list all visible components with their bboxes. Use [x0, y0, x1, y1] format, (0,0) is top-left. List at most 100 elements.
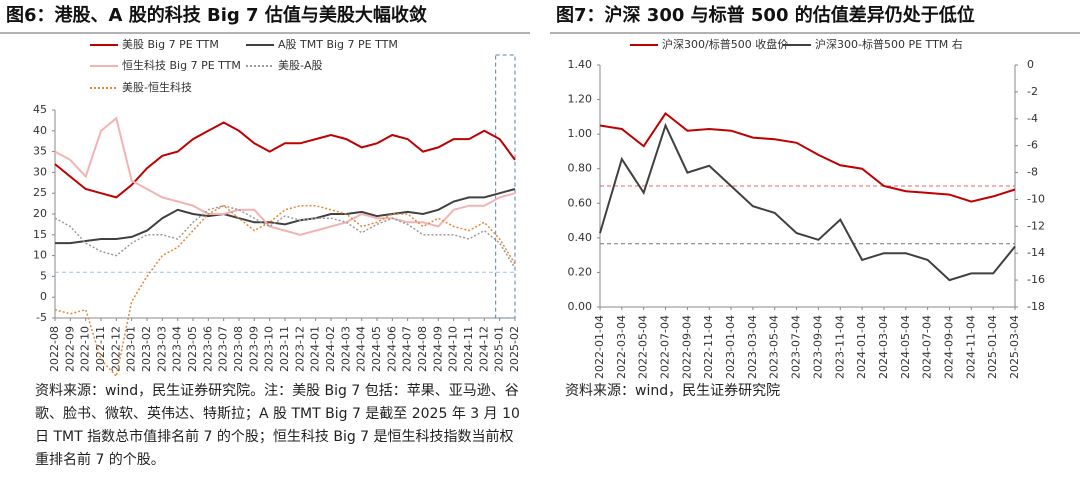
x-tick-label: 2023-07	[217, 326, 230, 372]
y-tick-label: 20	[33, 207, 47, 220]
x-tick-label: 2024-04	[355, 326, 368, 372]
x-tick-label: 2024-09-04	[942, 315, 955, 379]
x-tick-label: 2023-03-04	[746, 315, 759, 379]
series-line	[54, 116, 516, 236]
y2-tick-label: -6	[1027, 139, 1038, 152]
legend-label: 美股 Big 7 PE TTM	[122, 38, 219, 51]
x-tick-label: 2023-11	[278, 326, 291, 372]
x-tick-label: 2022-05-04	[637, 315, 650, 379]
x-tick-label: 2025-02	[508, 326, 521, 372]
x-tick-label: 2024-05	[370, 326, 383, 372]
y2-tick-label: -16	[1027, 273, 1045, 286]
legend-label: 恒生科技 Big 7 PE TTM	[122, 58, 241, 72]
x-tick-label: 2024-01-04	[855, 315, 868, 379]
legend-label: 沪深300-标普500 PE TTM 右	[815, 37, 963, 51]
x-tick-label: 2023-07-04	[790, 315, 803, 379]
y2-tick-label: -14	[1027, 246, 1045, 259]
y2-tick-label: -10	[1027, 192, 1045, 205]
y-tick-label: -5	[36, 311, 47, 324]
series-line	[54, 204, 516, 269]
y-tick-label: 0.40	[568, 231, 593, 244]
x-tick-label: 2023-11-04	[833, 315, 846, 379]
x-tick-label: 2025-03-04	[1008, 315, 1021, 379]
x-tick-label: 2024-03	[339, 326, 352, 372]
x-tick-label: 2023-01-04	[724, 315, 737, 379]
y-tick-label: 0.20	[568, 265, 593, 278]
series-line	[54, 121, 516, 199]
x-tick-label: 2024-03-04	[877, 315, 890, 379]
series-line	[599, 111, 1016, 203]
x-tick-label: 2024-11	[462, 326, 475, 372]
y-tick-label: 0.60	[568, 196, 593, 209]
x-tick-label: 2022-12	[109, 326, 122, 372]
x-tick-label: 2024-05-04	[899, 315, 912, 379]
x-tick-label: 2023-06	[201, 326, 214, 372]
x-tick-label: 2024-11-04	[964, 315, 977, 379]
y2-tick-label: 0	[1027, 58, 1034, 71]
source-note: 资料来源：wind，民生证券研究院。注：美股 Big 7 包括：苹果、亚马逊、谷…	[35, 383, 520, 468]
series-line	[55, 188, 516, 245]
y2-tick-label: -2	[1027, 85, 1038, 98]
y2-tick-label: -4	[1027, 112, 1038, 125]
x-tick-label: 2024-07-04	[921, 315, 934, 379]
legend-label: 美股-A股	[278, 59, 323, 72]
x-tick-label: 2023-09	[247, 326, 260, 372]
x-tick-label: 2023-05-04	[768, 315, 781, 379]
x-tick-label: 2025-01-04	[986, 315, 999, 379]
y-tick-label: 30	[33, 165, 47, 178]
x-tick-label: 2023-08	[232, 326, 245, 372]
x-tick-label: 2022-10	[79, 326, 92, 372]
y-tick-label: 45	[33, 103, 47, 116]
y2-tick-label: -18	[1027, 300, 1045, 313]
chart-title: 图7：沪深 300 与标普 500 的估值差异仍处于低位	[556, 4, 975, 26]
series-line	[599, 122, 1016, 282]
y-tick-label: 5	[40, 269, 47, 282]
x-tick-label: 2024-12	[477, 326, 490, 372]
y-tick-label: 40	[33, 124, 47, 137]
y-tick-label: 0.00	[568, 300, 593, 313]
x-tick-label: 2023-12	[293, 326, 306, 372]
x-tick-label: 2023-05	[186, 326, 199, 372]
x-tick-label: 2022-03-04	[615, 315, 628, 379]
y-tick-label: 15	[33, 228, 47, 241]
x-tick-label: 2025-01	[493, 326, 506, 372]
x-tick-label: 2022-09-04	[680, 315, 693, 379]
y-tick-label: 0.80	[568, 162, 593, 175]
x-tick-label: 2023-04	[171, 326, 184, 372]
x-tick-label: 2023-09-04	[811, 315, 824, 379]
x-tick-label: 2022-07-04	[659, 315, 672, 379]
y-tick-label: 10	[33, 249, 47, 262]
y-tick-label: 1.20	[568, 93, 593, 106]
x-tick-label: 2024-07	[401, 326, 414, 372]
x-tick-label: 2024-01	[309, 326, 322, 372]
x-tick-label: 2023-01	[125, 326, 138, 372]
y-tick-label: 1.40	[568, 58, 593, 71]
x-tick-label: 2024-08	[416, 326, 429, 372]
x-tick-label: 2024-09	[431, 326, 444, 372]
y-tick-label: 1.00	[568, 127, 593, 140]
legend-label: A股 TMT Big 7 PE TTM	[278, 38, 398, 51]
x-tick-label: 2024-10	[447, 326, 460, 372]
legend-label: 美股-恒生科技	[122, 80, 192, 94]
y-tick-label: 25	[33, 186, 47, 199]
highlight-box	[495, 54, 516, 319]
y-tick-label: 35	[33, 145, 47, 158]
x-tick-label: 2022-08	[48, 326, 61, 372]
chart-title: 图6：港股、A 股的科技 Big 7 估值与美股大幅收敛	[6, 4, 427, 26]
x-tick-label: 2022-09	[63, 326, 76, 372]
x-tick-label: 2022-11-04	[702, 315, 715, 379]
x-tick-label: 2023-10	[263, 326, 276, 372]
x-tick-label: 2024-06	[385, 326, 398, 372]
y-tick-label: 0	[40, 290, 47, 303]
x-tick-label: 2024-02	[324, 326, 337, 372]
source-note: 资料来源：wind，民生证券研究院	[565, 383, 781, 399]
x-tick-label: 2023-03	[155, 326, 168, 372]
y2-tick-label: -12	[1027, 219, 1045, 232]
y2-tick-label: -8	[1027, 166, 1038, 179]
legend-label: 沪深300/标普500 收盘价	[662, 37, 788, 51]
x-tick-label: 2022-01-04	[593, 315, 606, 379]
x-tick-label: 2022-11	[94, 326, 107, 372]
x-tick-label: 2023-02	[140, 326, 153, 372]
